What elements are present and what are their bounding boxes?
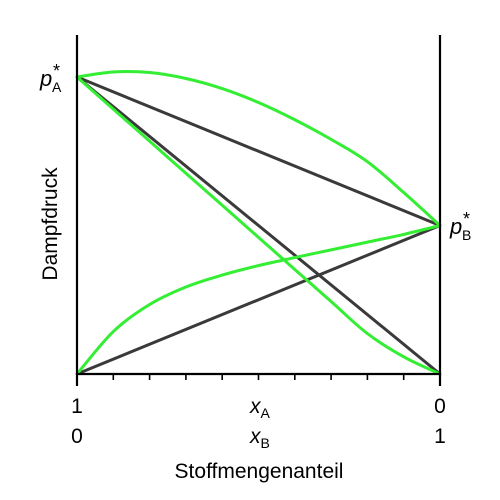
labels-layer: Dampfdruck Stoffmengenanteil 1 0 0 1 xA … — [39, 61, 471, 483]
pa-sub: A — [52, 79, 62, 95]
pb-base: p — [449, 214, 462, 239]
tick-label-xa-right: 0 — [434, 395, 446, 418]
pa-base: p — [39, 66, 52, 91]
ideal-line-2 — [75, 75, 442, 227]
real-curve-4 — [75, 224, 442, 376]
x-axis-var-xa: xA — [249, 395, 271, 421]
ideal-line-1 — [75, 224, 442, 376]
ideal-line-0 — [75, 75, 442, 376]
xa-sub: A — [261, 405, 271, 421]
real-curve-3 — [75, 75, 442, 376]
axes-layer — [75, 35, 442, 386]
curves-layer — [75, 70, 442, 376]
xa-base: x — [249, 395, 262, 418]
tick-label-xb-left: 0 — [71, 425, 83, 448]
tick-label-xb-right: 1 — [434, 425, 446, 448]
label-pa-star: p * A — [39, 61, 62, 95]
pb-star: * — [463, 209, 470, 229]
real-curve-5 — [75, 70, 442, 227]
pb-sub: B — [462, 227, 471, 243]
y-axis-title: Dampfdruck — [39, 167, 62, 281]
xb-sub: B — [261, 435, 270, 451]
pa-star: * — [53, 61, 60, 81]
x-axis-title: Stoffmengenanteil — [175, 460, 344, 483]
xb-base: x — [249, 425, 262, 448]
label-pb-star: p * B — [449, 209, 471, 243]
tick-label-xa-left: 1 — [71, 395, 83, 418]
x-axis-var-xb: xB — [249, 425, 270, 451]
